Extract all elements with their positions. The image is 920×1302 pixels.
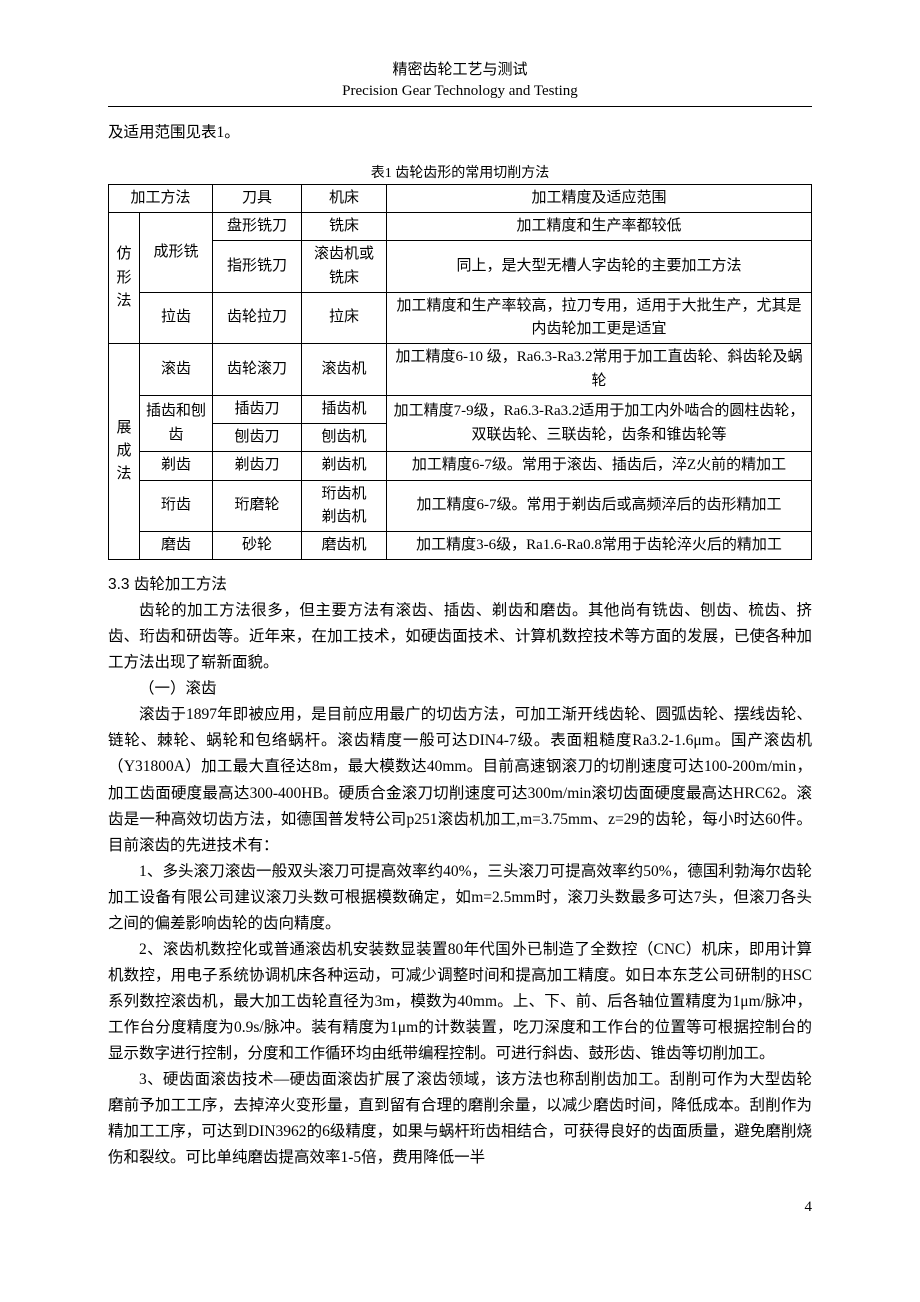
- intro-text: 及适用范围见表1。: [108, 121, 812, 146]
- cell-machine: 磨齿机: [302, 532, 387, 560]
- gear-methods-table: 加工方法 刀具 机床 加工精度及适应范围 仿形法 成形铣 盘形铣刀 铣床 加工精…: [108, 184, 812, 561]
- page-header: 精密齿轮工艺与测试 Precision Gear Technology and …: [108, 60, 812, 102]
- cell-sub: 磨齿: [140, 532, 213, 560]
- group2-label: 展成法: [109, 344, 140, 560]
- cell-sub: 剃齿: [140, 452, 213, 480]
- cell-tool: 剃齿刀: [213, 452, 302, 480]
- cell-machine: 刨齿机: [302, 424, 387, 452]
- cell-sub: 拉齿: [140, 292, 213, 344]
- cell-range: 加工精度7-9级，Ra6.3-Ra3.2适用于加工内外啮合的圆柱齿轮，双联齿轮、…: [387, 395, 812, 452]
- table-row: 插齿和刨齿 插齿刀 插齿机 加工精度7-9级，Ra6.3-Ra3.2适用于加工内…: [109, 395, 812, 423]
- table-row: 磨齿 砂轮 磨齿机 加工精度3-6级，Ra1.6-Ra0.8常用于齿轮淬火后的精…: [109, 532, 812, 560]
- cell-range: 同上，是大型无槽人字齿轮的主要加工方法: [387, 241, 812, 293]
- table-row: 剃齿 剃齿刀 剃齿机 加工精度6-7级。常用于滚齿、插齿后，淬Z火前的精加工: [109, 452, 812, 480]
- cell-tool: 盘形铣刀: [213, 213, 302, 241]
- cell-sub: 珩齿: [140, 480, 213, 532]
- paragraph: 1、多头滚刀滚齿一般双头滚刀可提高效率约40%，三头滚刀可提高效率约50%，德国…: [108, 859, 812, 937]
- cell-machine: 铣床: [302, 213, 387, 241]
- cell-tool: 插齿刀: [213, 395, 302, 423]
- table-header-row: 加工方法 刀具 机床 加工精度及适应范围: [109, 184, 812, 212]
- group1-label: 仿形法: [109, 213, 140, 344]
- cell-tool: 指形铣刀: [213, 241, 302, 293]
- paragraph: 3、硬齿面滚齿技术—硬齿面滚齿扩展了滚齿领域，该方法也称刮削齿加工。刮削可作为大…: [108, 1067, 812, 1171]
- document-page: 精密齿轮工艺与测试 Precision Gear Technology and …: [0, 0, 920, 1256]
- table-caption: 表1 齿轮齿形的常用切削方法: [108, 162, 812, 182]
- table-row: 指形铣刀 滚齿机或铣床 同上，是大型无槽人字齿轮的主要加工方法: [109, 241, 812, 293]
- cell-machine: 滚齿机: [302, 344, 387, 396]
- th-range: 加工精度及适应范围: [387, 184, 812, 212]
- cell-tool: 齿轮拉刀: [213, 292, 302, 344]
- cell-machine-line1: 珩齿机: [321, 486, 366, 502]
- header-title-cn: 精密齿轮工艺与测试: [108, 60, 812, 81]
- table-row: 展成法 滚齿 齿轮滚刀 滚齿机 加工精度6-10 级，Ra6.3-Ra3.2常用…: [109, 344, 812, 396]
- cell-range: 加工精度6-7级。常用于滚齿、插齿后，淬Z火前的精加工: [387, 452, 812, 480]
- cell-tool: 刨齿刀: [213, 424, 302, 452]
- cell-machine: 珩齿机剃齿机: [302, 480, 387, 532]
- cell-machine: 剃齿机: [302, 452, 387, 480]
- cell-tool: 砂轮: [213, 532, 302, 560]
- header-rule: [108, 106, 812, 107]
- cell-range: 加工精度3-6级，Ra1.6-Ra0.8常用于齿轮淬火后的精加工: [387, 532, 812, 560]
- paragraph: 齿轮的加工方法很多，但主要方法有滚齿、插齿、剃齿和磨齿。其他尚有铣齿、刨齿、梳齿…: [108, 598, 812, 676]
- cell-tool: 齿轮滚刀: [213, 344, 302, 396]
- cell-range: 加工精度和生产率都较低: [387, 213, 812, 241]
- table-row: 拉齿 齿轮拉刀 拉床 加工精度和生产率较高，拉刀专用，适用于大批生产，尤其是内齿…: [109, 292, 812, 344]
- page-number: 4: [108, 1199, 812, 1216]
- cell-sub: 滚齿: [140, 344, 213, 396]
- cell-sub: 插齿和刨齿: [140, 395, 213, 452]
- cell-range: 加工精度6-7级。常用于剃齿后或高频淬后的齿形精加工: [387, 480, 812, 532]
- body-text: 齿轮的加工方法很多，但主要方法有滚齿、插齿、剃齿和磨齿。其他尚有铣齿、刨齿、梳齿…: [108, 598, 812, 1171]
- header-title-en: Precision Gear Technology and Testing: [108, 81, 812, 102]
- cell-sub: 成形铣: [140, 213, 213, 293]
- section-title: 3.3 齿轮加工方法: [108, 572, 812, 594]
- paragraph: 2、滚齿机数控化或普通滚齿机安装数显装置80年代国外已制造了全数控（CNC）机床…: [108, 937, 812, 1067]
- th-machine: 机床: [302, 184, 387, 212]
- cell-machine-line2: 剃齿机: [321, 509, 366, 525]
- table-row: 珩齿 珩磨轮 珩齿机剃齿机 加工精度6-7级。常用于剃齿后或高频淬后的齿形精加工: [109, 480, 812, 532]
- cell-machine: 插齿机: [302, 395, 387, 423]
- cell-tool: 珩磨轮: [213, 480, 302, 532]
- cell-range: 加工精度和生产率较高，拉刀专用，适用于大批生产，尤其是内齿轮加工更是适宜: [387, 292, 812, 344]
- table-row: 仿形法 成形铣 盘形铣刀 铣床 加工精度和生产率都较低: [109, 213, 812, 241]
- cell-range: 加工精度6-10 级，Ra6.3-Ra3.2常用于加工直齿轮、斜齿轮及蜗轮: [387, 344, 812, 396]
- cell-machine: 拉床: [302, 292, 387, 344]
- th-method: 加工方法: [109, 184, 213, 212]
- subheading: （一）滚齿: [108, 676, 812, 702]
- paragraph: 滚齿于1897年即被应用，是目前应用最广的切齿方法，可加工渐开线齿轮、圆弧齿轮、…: [108, 702, 812, 858]
- cell-machine: 滚齿机或铣床: [302, 241, 387, 293]
- th-tool: 刀具: [213, 184, 302, 212]
